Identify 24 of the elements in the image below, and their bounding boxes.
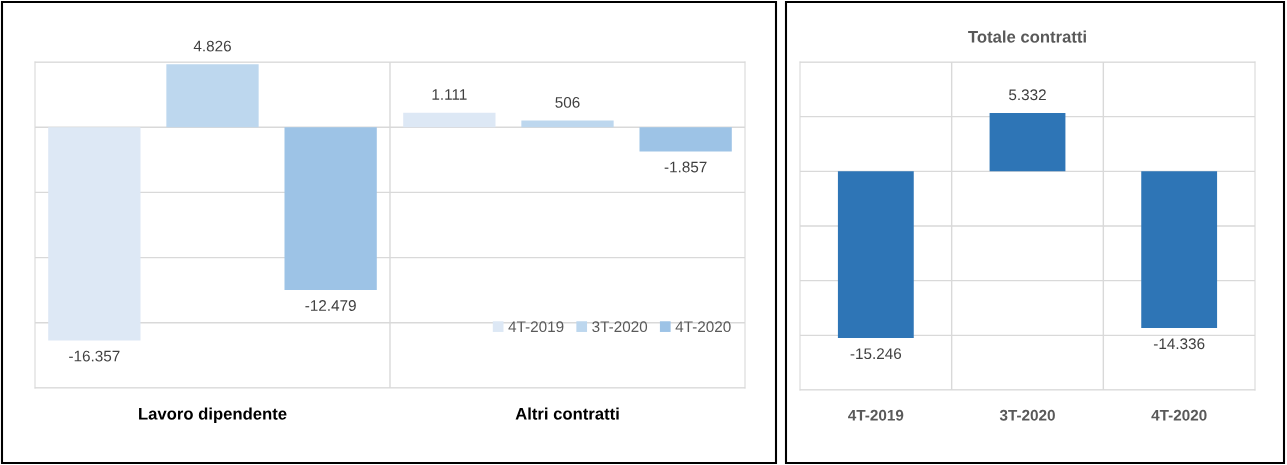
data-label: -14.336 <box>1153 338 1205 350</box>
chart-title: Totale contratti <box>968 30 1086 43</box>
bar <box>521 120 614 128</box>
bar <box>48 127 141 341</box>
x-tick-label: Altri contratti <box>515 407 619 420</box>
data-label: 4.826 <box>193 40 231 52</box>
bar <box>639 127 732 152</box>
data-label: -15.246 <box>850 348 902 360</box>
x-tick-label: 4T-2020 <box>1151 409 1207 421</box>
data-label: 5.332 <box>1009 89 1046 101</box>
bar <box>166 64 259 128</box>
data-label: -12.479 <box>305 300 356 311</box>
data-label: -1.857 <box>664 161 707 173</box>
legend-label: 4T-2019 <box>508 321 564 333</box>
x-tick-label: Lavoro dipendente <box>139 407 287 423</box>
x-tick-label: 3T-2020 <box>999 409 1055 421</box>
legend-label: 3T-2020 <box>592 321 648 333</box>
data-label: 1.111 <box>432 89 467 100</box>
x-tick-label: 4T-2019 <box>848 409 904 421</box>
legend-label: 4T-2020 <box>675 321 731 333</box>
bar <box>284 127 377 290</box>
data-label: 506 <box>555 96 580 108</box>
bar <box>403 112 496 128</box>
data-label: -16.357 <box>69 350 120 362</box>
